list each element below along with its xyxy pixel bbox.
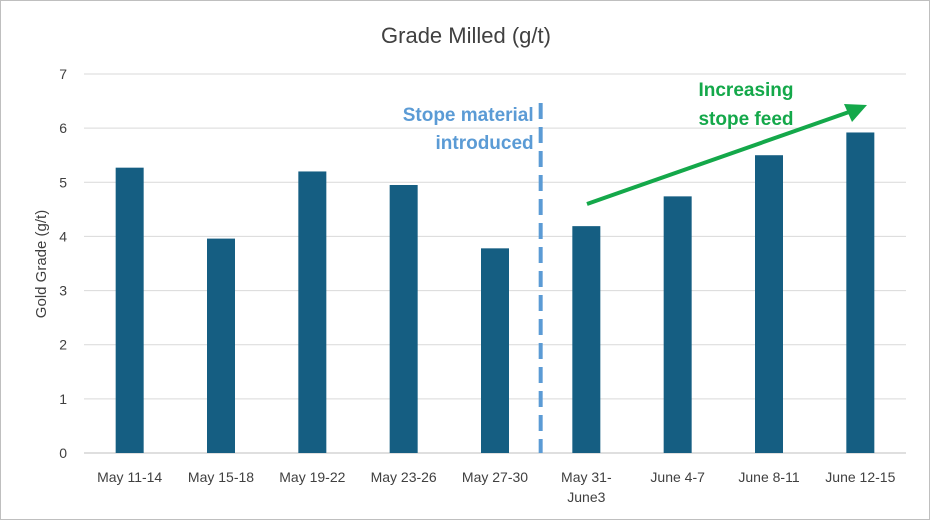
bar xyxy=(481,248,509,453)
bar xyxy=(207,238,235,453)
bar xyxy=(389,184,418,453)
bar xyxy=(298,171,327,453)
bar xyxy=(846,132,875,453)
y-tick-label: 5 xyxy=(59,174,67,190)
chart-title: Grade Milled (g/t) xyxy=(381,23,551,48)
stope-annotation-text: Stope material xyxy=(403,105,534,126)
bar xyxy=(755,155,783,453)
bar xyxy=(115,167,144,453)
y-tick-label: 4 xyxy=(59,228,67,244)
stope-annotation-text: introduced xyxy=(435,133,533,154)
y-tick-label: 0 xyxy=(59,445,67,461)
x-tick-label: May 27-30 xyxy=(462,469,528,485)
bar xyxy=(663,196,692,453)
y-tick-label: 7 xyxy=(59,66,67,82)
x-tick-label: May 31- xyxy=(561,469,612,485)
y-tick-label: 1 xyxy=(59,391,67,407)
x-tick-label: June 8-11 xyxy=(738,469,799,485)
x-tick-label: May 11-14 xyxy=(97,469,162,485)
x-tick-label: May 15-18 xyxy=(188,469,254,485)
trend-annotation-text: stope feed xyxy=(698,109,793,130)
x-tick-label: June3 xyxy=(567,489,605,505)
y-tick-label: 6 xyxy=(59,120,67,136)
x-tick-label: May 23-26 xyxy=(371,469,437,485)
y-tick-label: 2 xyxy=(59,337,67,353)
trend-arrow-shaft xyxy=(586,110,850,206)
trend-annotation-text: Increasing xyxy=(698,80,793,101)
x-tick-label: June 4-7 xyxy=(650,469,705,485)
x-tick-label: June 12-15 xyxy=(825,469,895,485)
y-tick-label: 3 xyxy=(59,283,67,299)
trend-arrow-head xyxy=(844,104,867,122)
y-axis-label: Gold Grade (g/t) xyxy=(33,210,50,318)
bar xyxy=(572,226,601,453)
x-tick-label: May 19-22 xyxy=(279,469,345,485)
